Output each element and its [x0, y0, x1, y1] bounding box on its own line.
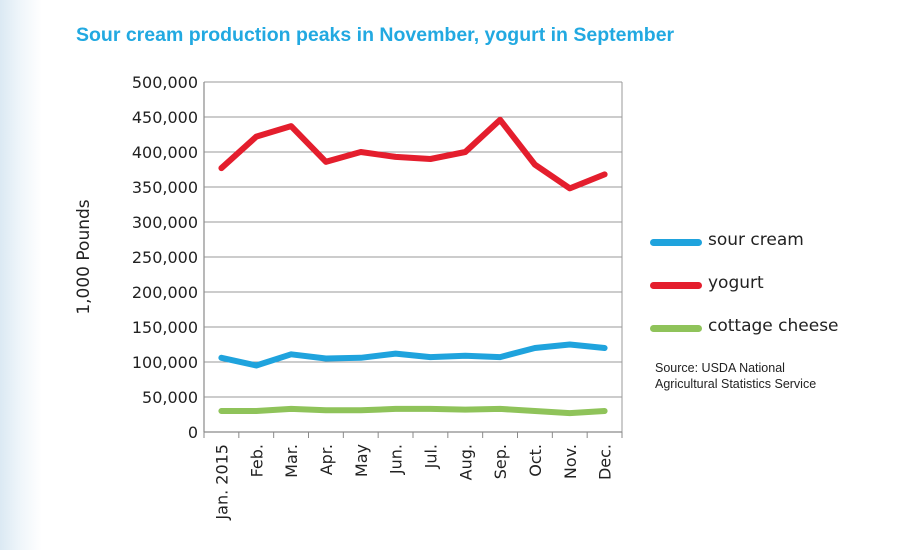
data-point-sour-cream-8: [499, 356, 501, 358]
x-tick-label-7: Aug.: [456, 444, 475, 480]
legend-swatch-sour-cream: [650, 239, 702, 246]
data-point-cottage-cheese-10: [569, 412, 571, 414]
data-point-sour-cream-6: [429, 356, 431, 358]
source-note: Source: USDA National Agricultural Stati…: [655, 360, 816, 392]
x-tick-label-6: Jul.: [421, 444, 440, 469]
data-point-yogurt-4: [360, 151, 362, 153]
legend-label-sour-cream: sour cream: [708, 230, 804, 250]
source-line-1: Source: USDA National: [655, 361, 785, 375]
y-tick-label-4: 200,000: [132, 283, 198, 302]
data-point-sour-cream-3: [325, 358, 327, 360]
y-tick-label-3: 150,000: [132, 318, 198, 337]
x-tick-label-0: Jan. 2015: [212, 444, 231, 521]
x-tick-label-1: Feb.: [247, 444, 266, 477]
data-point-sour-cream-11: [604, 347, 606, 349]
series-line-sour-cream: [218, 341, 608, 369]
data-point-yogurt-7: [464, 151, 466, 153]
data-point-sour-cream-2: [290, 353, 292, 355]
data-point-sour-cream-4: [360, 357, 362, 359]
x-tick-label-4: May: [352, 444, 371, 477]
data-point-yogurt-10: [569, 187, 571, 189]
y-tick-label-7: 350,000: [132, 178, 198, 197]
data-point-cottage-cheese-3: [325, 409, 327, 411]
data-point-yogurt-0: [220, 167, 222, 169]
legend-label-cottage-cheese: cottage cheese: [708, 316, 839, 336]
data-point-cottage-cheese-1: [255, 410, 257, 412]
y-tick-label-2: 100,000: [132, 353, 198, 372]
data-point-yogurt-1: [255, 136, 257, 138]
data-point-yogurt-9: [534, 164, 536, 166]
data-point-sour-cream-0: [220, 357, 222, 359]
background-edge: [0, 0, 42, 550]
x-tick-label-8: Sep.: [491, 444, 510, 479]
x-tick-label-3: Apr.: [317, 444, 336, 475]
data-point-cottage-cheese-6: [429, 408, 431, 410]
data-point-cottage-cheese-4: [360, 409, 362, 411]
data-point-cottage-cheese-0: [220, 410, 222, 412]
data-point-sour-cream-5: [395, 353, 397, 355]
data-point-cottage-cheese-5: [395, 408, 397, 410]
data-point-yogurt-11: [604, 173, 606, 175]
y-tick-label-10: 500,000: [132, 73, 198, 92]
series-line-cottage-cheese: [218, 405, 608, 417]
data-point-sour-cream-7: [464, 355, 466, 357]
x-tick-label-11: Dec.: [596, 444, 615, 480]
data-point-cottage-cheese-7: [464, 409, 466, 411]
data-point-cottage-cheese-8: [499, 408, 501, 410]
x-tick-label-2: Mar.: [282, 444, 301, 478]
y-tick-label-9: 450,000: [132, 108, 198, 127]
data-point-yogurt-6: [429, 158, 431, 160]
data-point-cottage-cheese-11: [604, 410, 606, 412]
y-tick-label-8: 400,000: [132, 143, 198, 162]
legend-swatch-yogurt: [650, 282, 702, 289]
chart-title: Sour cream production peaks in November,…: [76, 24, 675, 46]
legend-swatch-cottage-cheese: [650, 325, 702, 332]
legend-label-yogurt: yogurt: [708, 273, 764, 293]
y-axis-label: 1,000 Pounds: [74, 199, 94, 314]
data-point-yogurt-3: [325, 161, 327, 163]
y-tick-label-1: 50,000: [142, 388, 198, 407]
x-tick-label-9: Oct.: [526, 444, 545, 477]
y-tick-label-5: 250,000: [132, 248, 198, 267]
data-point-sour-cream-1: [255, 365, 257, 367]
series-line-yogurt: [218, 116, 608, 192]
data-point-yogurt-2: [290, 125, 292, 127]
data-point-cottage-cheese-2: [290, 408, 292, 410]
data-point-yogurt-8: [499, 119, 501, 121]
data-point-sour-cream-9: [534, 347, 536, 349]
data-point-cottage-cheese-9: [534, 410, 536, 412]
x-tick-label-5: Jun.: [387, 444, 406, 475]
x-tick-label-10: Nov.: [561, 444, 580, 479]
y-tick-label-6: 300,000: [132, 213, 198, 232]
data-point-yogurt-5: [395, 156, 397, 158]
y-tick-label-0: 0: [188, 423, 198, 442]
data-point-sour-cream-10: [569, 344, 571, 346]
source-line-2: Agricultural Statistics Service: [655, 377, 817, 391]
